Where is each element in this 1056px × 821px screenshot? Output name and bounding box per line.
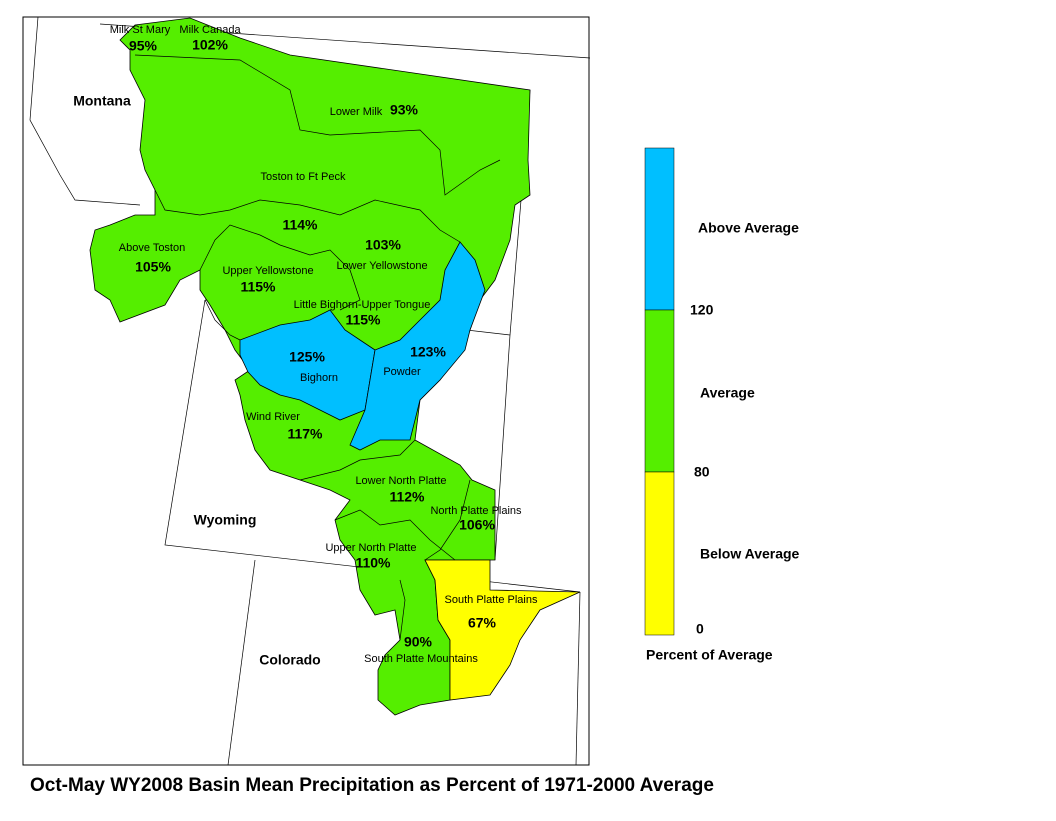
basin-percent: 95% — [129, 38, 158, 54]
basin-percent: 105% — [135, 259, 171, 275]
basin-name: Upper North Platte — [325, 542, 416, 554]
basin-boundaries — [134, 54, 501, 641]
basin-area — [349, 241, 486, 451]
basin-percent: 103% — [365, 237, 401, 253]
legend-break: 80 — [694, 464, 710, 480]
basin-name: Powder — [383, 366, 421, 378]
basin-name: Lower Milk — [330, 106, 383, 118]
basin-percent: 93% — [390, 102, 419, 118]
legend-swatch — [644, 147, 675, 311]
legend-swatch — [644, 471, 675, 636]
basin-percent: 115% — [240, 279, 276, 295]
state-label: Wyoming — [194, 512, 257, 528]
basin-name: Above Toston — [119, 242, 185, 254]
basin-name: Lower Yellowstone — [336, 260, 427, 272]
basin-percent: 112% — [389, 489, 425, 505]
legend-class: Above Average — [698, 220, 799, 236]
basin-percent: 117% — [287, 426, 323, 442]
basin-name: Little Bighorn-Upper Tongue — [294, 299, 431, 311]
state-label: Montana — [73, 93, 131, 109]
legend: Above Average Average Below Average 120 … — [644, 147, 800, 663]
state-label: Colorado — [259, 652, 320, 668]
basin-percent: 90% — [404, 634, 433, 650]
legend-swatch — [644, 309, 675, 473]
basin-percent: 110% — [355, 555, 391, 571]
basin-name: Lower North Platte — [355, 475, 446, 487]
legend-break: 120 — [690, 302, 714, 318]
basin-percent: 102% — [192, 37, 228, 53]
basin-name: North Platte Plains — [430, 505, 522, 517]
basin-name: Upper Yellowstone — [222, 265, 313, 277]
basin-name: Milk St Mary — [110, 24, 171, 36]
basin-name: Bighorn — [300, 372, 338, 384]
map-title: Oct-May WY2008 Basin Mean Precipitation … — [30, 775, 714, 796]
basin-name: Milk Canada — [179, 24, 241, 36]
labels: Montana Wyoming Colorado Milk St Mary 95% Mil… — [73, 24, 538, 668]
legend-class: Average — [700, 385, 755, 401]
basin-name: Toston to Ft Peck — [261, 171, 346, 183]
basin-name: Wind River — [246, 411, 300, 423]
basin-percent: 67% — [468, 615, 497, 631]
basin-percent: 123% — [410, 344, 446, 360]
basin-name: South Platte Plains — [445, 594, 538, 606]
basin-name: South Platte Mountains — [364, 653, 478, 665]
basin-percent: 115% — [345, 312, 381, 328]
basin-percent: 125% — [289, 349, 325, 365]
legend-class: Below Average — [700, 546, 800, 562]
basin-percent: 106% — [459, 517, 495, 533]
legend-break: 0 — [696, 621, 704, 637]
basin-area — [424, 559, 581, 701]
legend-title: Percent of Average — [646, 647, 773, 663]
basin-percent: 114% — [282, 217, 318, 233]
